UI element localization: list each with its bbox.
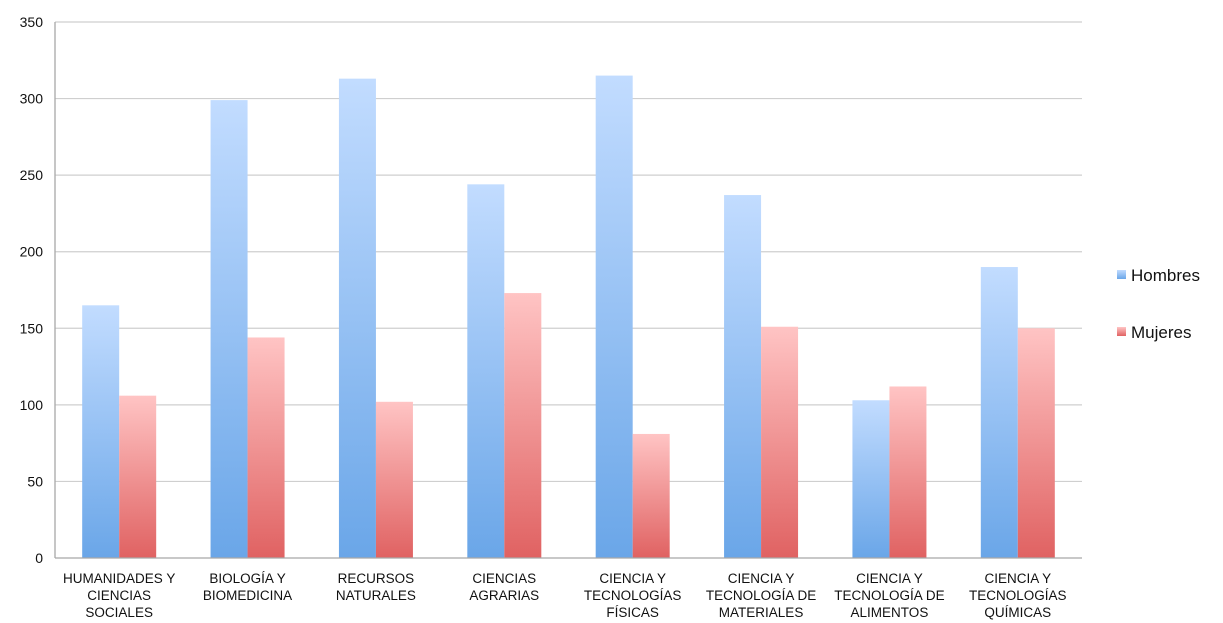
legend-swatch-hombres — [1117, 270, 1126, 279]
y-axis-tick-labels: 0 50 100 150 200 250 300 350 — [20, 14, 44, 566]
bar-mujeres-4 — [632, 433, 670, 558]
category-label: CIENCIA Y TECNOLOGÍAS FÍSICAS — [584, 571, 682, 620]
legend-label-mujeres: Mujeres — [1131, 323, 1191, 342]
bar-mujeres-5 — [761, 326, 799, 558]
category-label: CIENCIAS AGRARIAS — [469, 571, 539, 603]
bar-hombres-5 — [724, 195, 762, 558]
bar-mujeres-0 — [119, 395, 157, 558]
axes — [54, 22, 1082, 559]
y-tick-label: 300 — [20, 91, 44, 107]
category-label: CIENCIA Y TECNOLOGÍA DE ALIMENTOS — [834, 571, 944, 620]
y-tick-label: 150 — [20, 320, 44, 336]
legend-label-hombres: Hombres — [1131, 266, 1200, 285]
y-tick-label: 200 — [20, 244, 44, 260]
y-tick-label: 0 — [35, 550, 43, 566]
bar-hombres-6 — [852, 400, 890, 558]
bar-hombres-3 — [467, 184, 505, 558]
legend-swatch-mujeres — [1117, 327, 1126, 336]
category-label: CIENCIA Y TECNOLOGÍAS QUÍMICAS — [969, 571, 1067, 620]
bar-hombres-1 — [210, 100, 248, 559]
y-tick-label: 50 — [27, 473, 43, 489]
y-tick-label: 350 — [20, 14, 44, 30]
gridlines — [55, 21, 1082, 483]
category-label: BIOLOGÍA Y BIOMEDICINA — [203, 571, 292, 603]
y-tick-label: 250 — [20, 167, 44, 183]
bars — [82, 75, 1055, 559]
bar-hombres-0 — [82, 305, 120, 558]
bar-mujeres-3 — [504, 293, 542, 558]
legend: Hombres Mujeres — [1117, 266, 1200, 342]
bar-hombres-7 — [980, 267, 1018, 558]
category-label: HUMANIDADES Y CIENCIAS SOCIALES — [63, 571, 175, 620]
bar-mujeres-2 — [375, 401, 413, 558]
category-label: CIENCIA Y TECNOLOGÍA DE MATERIALES — [706, 571, 816, 620]
category-label: RECURSOS NATURALES — [336, 571, 416, 603]
bar-mujeres-7 — [1017, 328, 1055, 558]
bar-mujeres-1 — [247, 337, 285, 558]
bar-hombres-2 — [338, 78, 376, 559]
bar-mujeres-6 — [889, 386, 927, 558]
bar-hombres-4 — [595, 75, 633, 558]
y-tick-label: 100 — [20, 397, 44, 413]
